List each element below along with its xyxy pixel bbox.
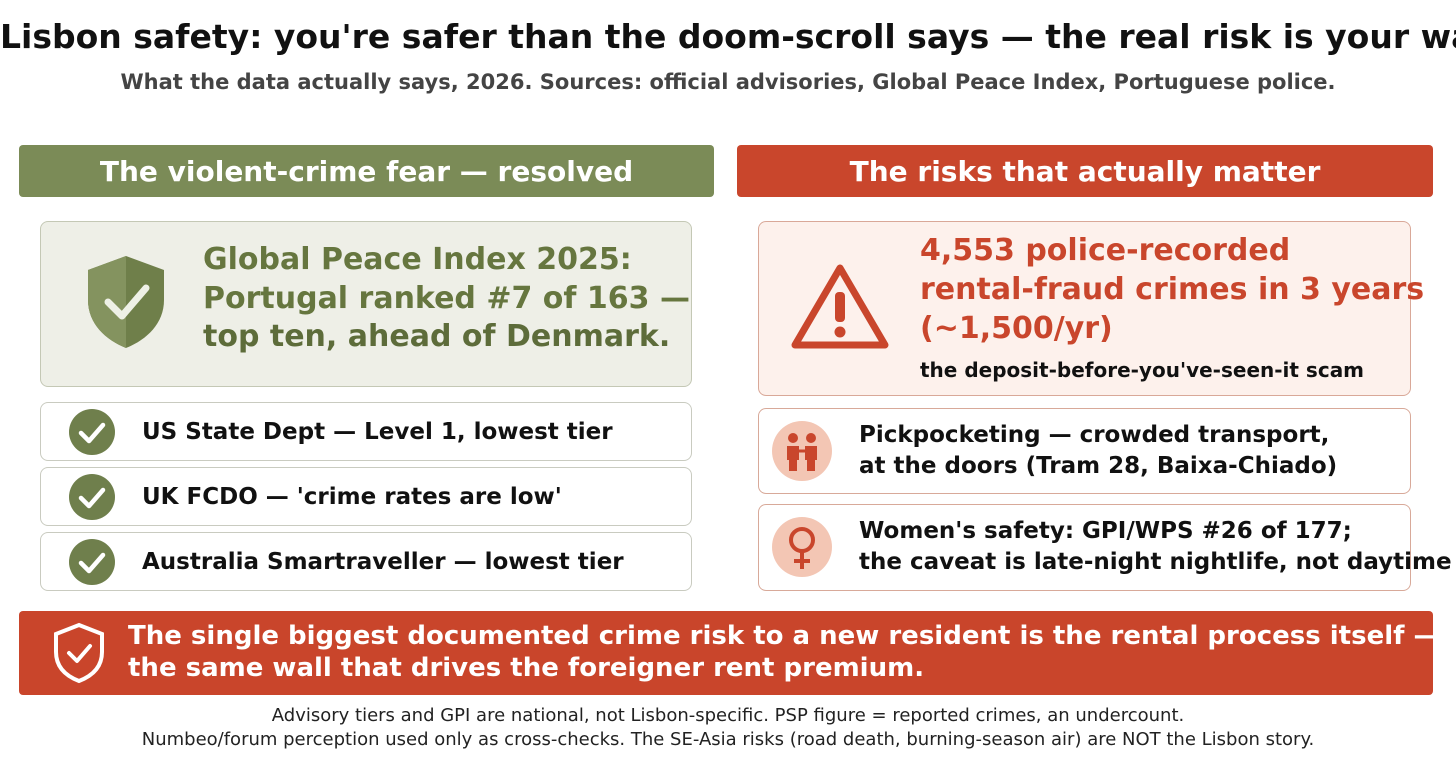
feature-line: (~1,500/yr) <box>920 311 1113 346</box>
right-heading: The risks that actually matter <box>737 145 1433 197</box>
advisory-text: UK FCDO — 'crime rates are low' <box>142 484 562 510</box>
shield-icon <box>88 256 164 348</box>
people-icon <box>772 421 832 481</box>
title: Lisbon safety: you're safer than the doo… <box>0 17 1456 56</box>
feature-line: top ten, ahead of Denmark. <box>203 319 671 354</box>
risk-text: at the doors (Tram 28, Baixa-Chiado) <box>859 453 1338 479</box>
banner <box>19 611 1433 695</box>
advisory-card <box>40 532 692 591</box>
footnote: Numbeo/forum perception used only as cro… <box>141 729 1315 750</box>
risk-text: Women's safety: GPI/WPS #26 of 177; <box>859 518 1352 544</box>
risk-card <box>758 504 1411 591</box>
female-icon <box>772 517 832 577</box>
footnote: Advisory tiers and GPI are national, not… <box>271 705 1185 726</box>
left-heading: The violent-crime fear — resolved <box>19 145 714 197</box>
advisory-text: US State Dept — Level 1, lowest tier <box>142 419 613 445</box>
banner-shield-icon <box>54 622 104 684</box>
check-icons <box>69 409 115 585</box>
risk-text: Pickpocketing — crowded transport, <box>859 422 1330 448</box>
check-icon <box>69 409 115 455</box>
feature-line: Portugal ranked #7 of 163 — <box>203 281 690 316</box>
feature-line: 4,553 police-recorded <box>920 233 1291 268</box>
banner-line: The single biggest documented crime risk… <box>128 621 1440 651</box>
feature-line: Global Peace Index 2025: <box>203 242 632 277</box>
subtitle: What the data actually says, 2026. Sourc… <box>120 70 1336 94</box>
feature-line: rental-fraud crimes in 3 years <box>920 272 1425 307</box>
risk-text: the caveat is late-night nightlife, not … <box>859 549 1452 575</box>
risk-card <box>758 408 1411 494</box>
advisory-text: Australia Smartraveller — lowest tier <box>142 549 624 575</box>
advisory-card <box>40 402 692 461</box>
warning-icon <box>791 264 889 349</box>
feature-note: the deposit-before-you've-seen-it scam <box>920 358 1365 382</box>
check-icon <box>69 539 115 585</box>
advisory-card <box>40 467 692 526</box>
banner-line: the same wall that drives the foreigner … <box>128 653 925 683</box>
check-icon <box>69 474 115 520</box>
